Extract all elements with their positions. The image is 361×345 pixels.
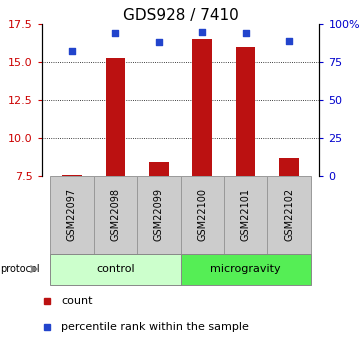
Bar <box>50 176 93 254</box>
Bar <box>180 254 311 285</box>
Text: percentile rank within the sample: percentile rank within the sample <box>61 322 249 332</box>
Point <box>199 29 205 34</box>
Point <box>156 40 162 45</box>
Text: microgravity: microgravity <box>210 264 281 274</box>
Text: GSM22101: GSM22101 <box>241 188 251 241</box>
Text: GSM22098: GSM22098 <box>110 188 120 241</box>
Text: GSM22102: GSM22102 <box>284 188 294 241</box>
Point <box>113 30 118 36</box>
Point <box>286 38 292 43</box>
Bar <box>149 162 169 176</box>
Text: control: control <box>96 264 135 274</box>
Text: count: count <box>61 296 92 306</box>
Point <box>69 49 75 54</box>
Bar <box>236 47 256 176</box>
Bar <box>279 158 299 176</box>
Bar <box>180 176 224 254</box>
Text: GSM22100: GSM22100 <box>197 188 207 241</box>
Bar <box>137 176 180 254</box>
Text: GSM22099: GSM22099 <box>154 188 164 241</box>
Title: GDS928 / 7410: GDS928 / 7410 <box>123 8 238 23</box>
Bar <box>268 176 311 254</box>
Text: GSM22097: GSM22097 <box>67 188 77 241</box>
Bar <box>50 254 180 285</box>
Text: protocol: protocol <box>0 264 40 274</box>
Bar <box>192 39 212 176</box>
Bar <box>105 58 125 176</box>
Bar <box>224 176 268 254</box>
Bar <box>93 176 137 254</box>
Point <box>243 30 248 36</box>
Bar <box>62 175 82 176</box>
